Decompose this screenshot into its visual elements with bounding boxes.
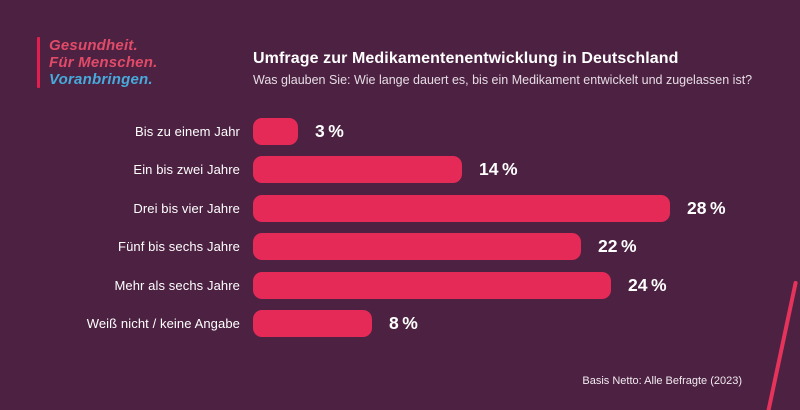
chart-title: Umfrage zur Medikamentenentwicklung in D… bbox=[253, 50, 679, 67]
chart-row: Weiß nicht / keine Angabe 8 % bbox=[0, 305, 800, 344]
logo-slogan: Gesundheit. Für Menschen. Voranbringen. bbox=[49, 37, 157, 88]
chart-row: Bis zu einem Jahr 3 % bbox=[0, 112, 800, 151]
value-label: 28 % bbox=[687, 197, 726, 218]
logo-accent-bar bbox=[37, 37, 40, 88]
value-label: 8 % bbox=[389, 313, 418, 334]
bar bbox=[253, 271, 611, 299]
source-note: Basis Netto: Alle Befragte (2023) bbox=[582, 375, 742, 387]
logo-line-voranbringen: Voranbringen. bbox=[49, 71, 153, 88]
chart-row: Fünf bis sechs Jahre 22 % bbox=[0, 228, 800, 267]
category-label: Mehr als sechs Jahre bbox=[114, 277, 240, 293]
logo-line-gesundheit: Gesundheit. bbox=[49, 37, 138, 54]
chart-subtitle: Was glauben Sie: Wie lange dauert es, bi… bbox=[253, 73, 753, 87]
category-label: Weiß nicht / keine Angabe bbox=[86, 316, 240, 332]
bar bbox=[253, 194, 670, 222]
bar bbox=[253, 117, 298, 145]
logo-line-fuer-menschen: Für Menschen. bbox=[49, 54, 158, 71]
chart-header: Umfrage zur Medikamentenentwicklung in D… bbox=[253, 50, 752, 87]
chart-row: Drei bis vier Jahre 28 % bbox=[0, 189, 800, 228]
category-label: Drei bis vier Jahre bbox=[133, 200, 240, 216]
value-label: 14 % bbox=[479, 159, 518, 180]
vfa-logo: Gesundheit. Für Menschen. Voranbringen. bbox=[37, 37, 157, 88]
bar-chart: Bis zu einem Jahr 3 % Ein bis zwei Jahre 14… bbox=[0, 112, 800, 343]
category-label: Ein bis zwei Jahre bbox=[133, 162, 240, 178]
bar bbox=[253, 233, 581, 261]
category-label: Fünf bis sechs Jahre bbox=[118, 239, 240, 255]
value-label: 24 % bbox=[628, 274, 667, 295]
value-label: 3 % bbox=[315, 120, 344, 141]
chart-row: Mehr als sechs Jahre 24 % bbox=[0, 266, 800, 305]
bar bbox=[253, 310, 372, 338]
chart-row: Ein bis zwei Jahre 14 % bbox=[0, 151, 800, 190]
value-label: 22 % bbox=[598, 236, 637, 257]
bar bbox=[253, 156, 462, 184]
category-label: Bis zu einem Jahr bbox=[134, 123, 240, 139]
